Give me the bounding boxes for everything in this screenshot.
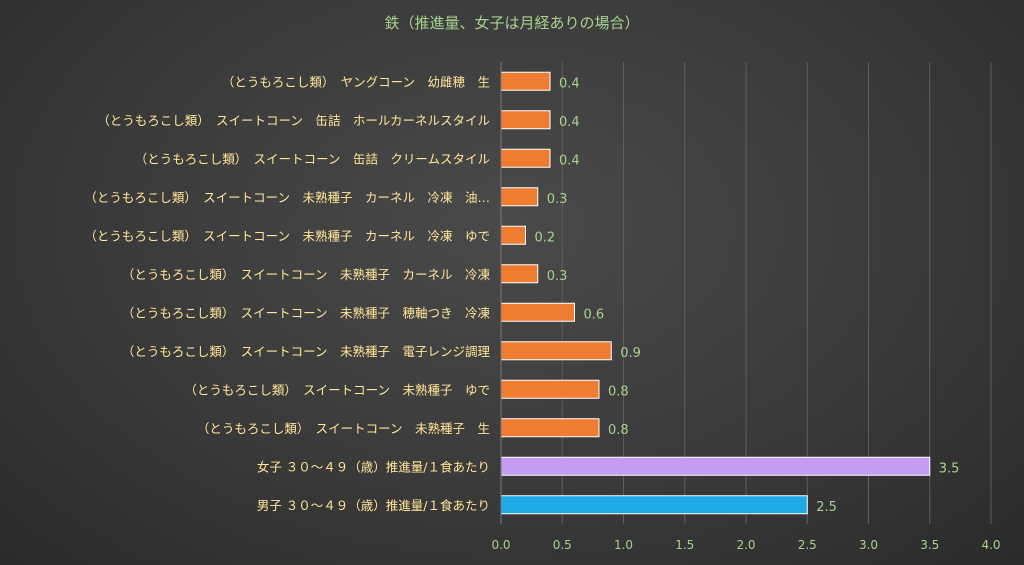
category-label: 女子 ３０～４９（歳）推進量/１食あたり — [257, 459, 490, 474]
category-label: （とうもろこし類） スイートコーン 未熟種子 穂軸つき 冷凍 — [122, 305, 491, 320]
bar — [500, 302, 575, 322]
category-label: （とうもろこし類） スイートコーン 未熟種子 ゆで — [184, 382, 490, 397]
data-label: 0.4 — [559, 115, 580, 130]
data-label: 0.8 — [608, 423, 629, 438]
category-label: （とうもろこし類） スイートコーン 未熟種子 カーネル 冷凍 油… — [84, 190, 490, 205]
bar — [500, 495, 808, 515]
data-label: 0.8 — [608, 384, 629, 399]
bar — [500, 71, 551, 91]
bar — [500, 379, 600, 399]
x-tick-label: 0.5 — [553, 538, 572, 552]
data-label: 0.3 — [547, 269, 568, 284]
chart-title: 鉄（推進量、女子は月経ありの場合） — [384, 14, 640, 32]
data-label: 0.4 — [559, 153, 580, 168]
data-label: 0.9 — [620, 346, 641, 361]
x-tick-label: 2.5 — [798, 538, 817, 552]
data-label: 2.5 — [816, 500, 837, 515]
x-tick-label: 0.0 — [491, 538, 510, 552]
bar — [500, 456, 931, 476]
category-label: （とうもろこし類） スイートコーン 未熟種子 生 — [197, 421, 490, 436]
category-label: （とうもろこし類） スイートコーン 未熟種子 電子レンジ調理 — [122, 344, 491, 359]
category-label: （とうもろこし類） スイートコーン 缶詰 ホールカーネルスタイル — [97, 113, 490, 128]
x-tick-label: 3.5 — [920, 538, 939, 552]
bar — [500, 341, 612, 361]
bar — [500, 225, 526, 245]
bar — [500, 187, 539, 207]
x-tick-label: 4.0 — [981, 538, 1000, 552]
bar — [500, 148, 551, 168]
category-label: （とうもろこし類） スイートコーン 未熟種子 カーネル 冷凍 ゆで — [84, 228, 490, 243]
data-label: 0.3 — [547, 192, 568, 207]
x-tick-label: 3.0 — [859, 538, 878, 552]
x-tick-label: 2.0 — [736, 538, 755, 552]
category-label: 男子 ３０～４９（歳）推進量/１食あたり — [257, 498, 490, 513]
bar — [500, 264, 539, 284]
category-label: （とうもろこし類） スイートコーン 缶詰 クリームスタイル — [135, 151, 490, 166]
bar — [500, 110, 551, 130]
x-tick-label: 1.5 — [675, 538, 694, 552]
data-label: 0.2 — [535, 230, 556, 245]
data-label: 0.6 — [584, 307, 605, 322]
category-label: （とうもろこし類） スイートコーン 未熟種子 カーネル 冷凍 — [122, 267, 491, 282]
category-label: （とうもろこし類） ヤングコーン 幼雌穂 生 — [222, 74, 490, 89]
data-label: 0.4 — [559, 76, 580, 91]
bar — [500, 418, 600, 438]
data-label: 3.5 — [939, 461, 960, 476]
x-tick-label: 1.0 — [614, 538, 633, 552]
